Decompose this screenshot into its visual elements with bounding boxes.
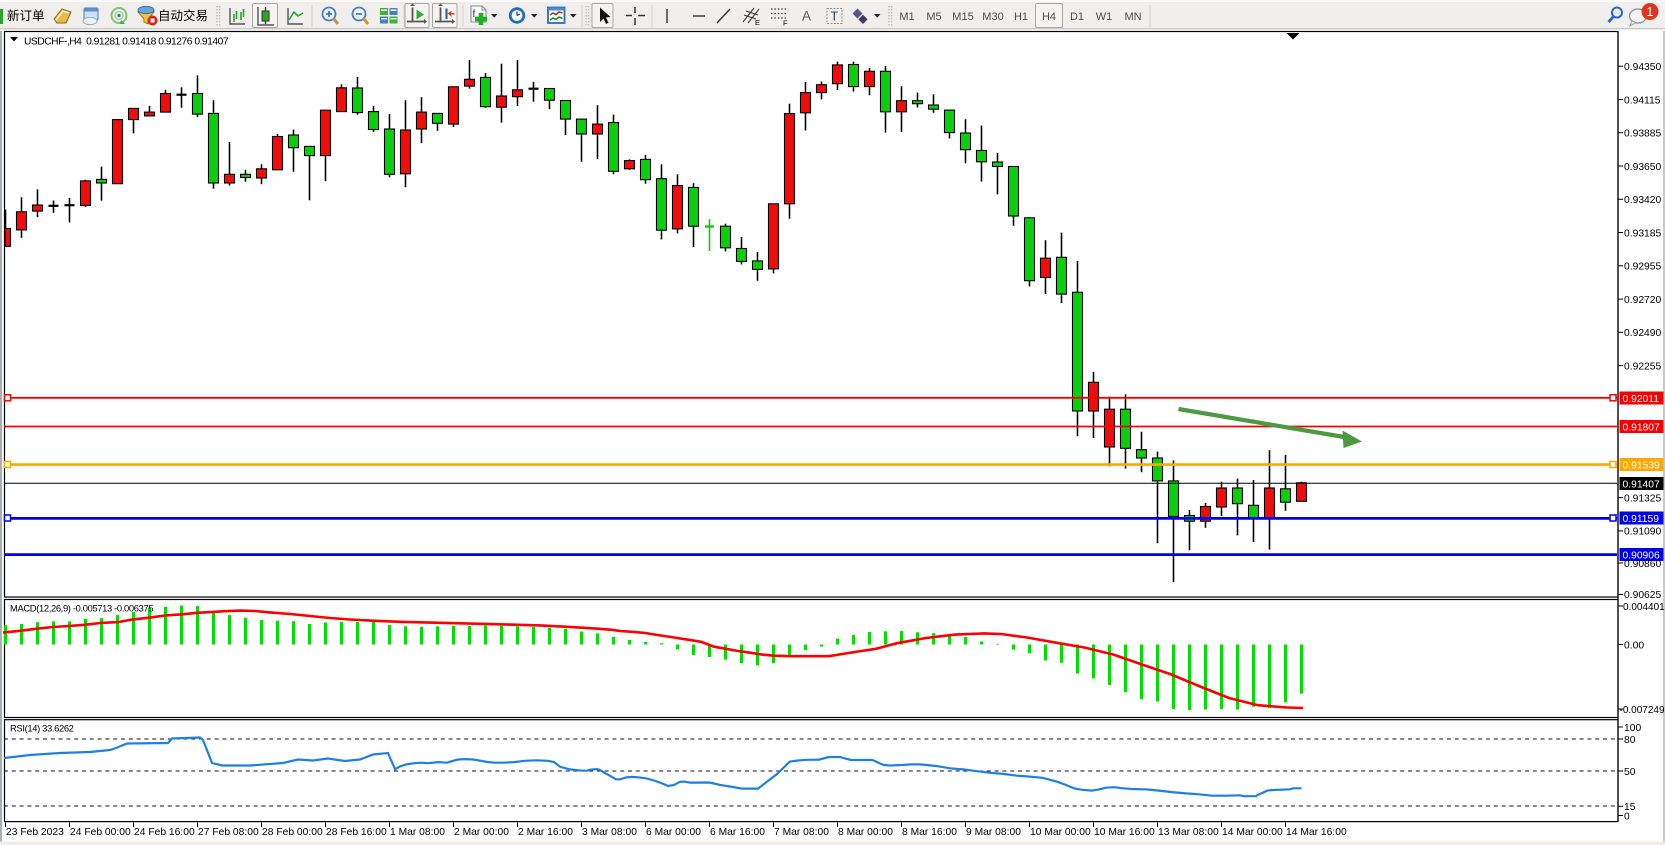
svg-text:自动交易: 自动交易	[158, 8, 208, 23]
svg-text:0.90625: 0.90625	[1624, 590, 1661, 601]
svg-text:50: 50	[1624, 767, 1636, 778]
svg-text:f: f	[473, 9, 476, 20]
svg-text:0.92490: 0.92490	[1624, 328, 1661, 339]
svg-text:28 Feb 16:00: 28 Feb 16:00	[326, 827, 387, 838]
svg-text:0.92955: 0.92955	[1624, 262, 1661, 273]
svg-text:F: F	[783, 19, 788, 28]
svg-text:0.94115: 0.94115	[1624, 95, 1661, 106]
svg-text:0.91090: 0.91090	[1624, 527, 1661, 538]
svg-text:MACD(12,26,9) -0.005713 -0.006: MACD(12,26,9) -0.005713 -0.006375	[10, 603, 153, 614]
svg-text:23 Feb 2023: 23 Feb 2023	[6, 827, 64, 838]
svg-text:8 Mar 16:00: 8 Mar 16:00	[902, 827, 957, 838]
svg-text:6 Mar 16:00: 6 Mar 16:00	[710, 827, 765, 838]
svg-text:8 Mar 00:00: 8 Mar 00:00	[838, 827, 893, 838]
svg-text:2 Mar 16:00: 2 Mar 16:00	[518, 827, 573, 838]
svg-text:T: T	[831, 10, 839, 24]
svg-text:0.94350: 0.94350	[1624, 62, 1661, 73]
svg-text:0.91807: 0.91807	[1623, 423, 1660, 434]
svg-text:H4: H4	[1042, 11, 1056, 23]
svg-text:0.92011: 0.92011	[1623, 394, 1660, 405]
svg-text:13 Mar 08:00: 13 Mar 08:00	[1158, 827, 1219, 838]
svg-text:24 Feb 16:00: 24 Feb 16:00	[134, 827, 195, 838]
svg-text:0.93185: 0.93185	[1624, 228, 1661, 239]
svg-text:E: E	[755, 18, 760, 27]
svg-text:27 Feb 08:00: 27 Feb 08:00	[198, 827, 259, 838]
svg-text:6 Mar 00:00: 6 Mar 00:00	[646, 827, 701, 838]
svg-text:24 Feb 00:00: 24 Feb 00:00	[70, 827, 131, 838]
svg-text:-0.007249: -0.007249	[1620, 705, 1665, 716]
svg-text:新订单: 新订单	[7, 8, 45, 23]
svg-text:15: 15	[1624, 802, 1636, 813]
svg-text:28 Feb 00:00: 28 Feb 00:00	[262, 827, 323, 838]
svg-text:0.92255: 0.92255	[1624, 361, 1661, 372]
svg-text:9 Mar 08:00: 9 Mar 08:00	[966, 827, 1021, 838]
svg-text:USDCHF-,H4 0.91281 0.91418 0.: USDCHF-,H4 0.91281 0.91418 0.91276 0.914…	[24, 36, 229, 47]
svg-text:MN: MN	[1124, 11, 1141, 23]
svg-text:1 Mar 08:00: 1 Mar 08:00	[390, 827, 445, 838]
svg-text:100: 100	[1624, 723, 1641, 734]
svg-text:0.91159: 0.91159	[1623, 514, 1660, 525]
svg-text:0.93420: 0.93420	[1624, 195, 1661, 206]
svg-text:0.00: 0.00	[1624, 640, 1644, 651]
svg-text:M15: M15	[952, 11, 973, 23]
svg-text:0.91539: 0.91539	[1623, 461, 1660, 472]
svg-text:0.91407: 0.91407	[1623, 480, 1660, 491]
svg-text:0.90860: 0.90860	[1624, 559, 1661, 570]
svg-text:M1: M1	[899, 11, 914, 23]
svg-text:D1: D1	[1070, 11, 1084, 23]
svg-text:0.93650: 0.93650	[1624, 162, 1661, 173]
svg-text:RSI(14) 33.6262: RSI(14) 33.6262	[10, 723, 74, 734]
svg-text:0.92720: 0.92720	[1624, 295, 1661, 306]
svg-text:10 Mar 16:00: 10 Mar 16:00	[1094, 827, 1155, 838]
svg-text:0.93885: 0.93885	[1624, 129, 1661, 140]
svg-text:14 Mar 16:00: 14 Mar 16:00	[1286, 827, 1347, 838]
svg-text:0.90906: 0.90906	[1623, 551, 1660, 562]
svg-text:0: 0	[1624, 811, 1630, 822]
svg-text:M30: M30	[982, 11, 1003, 23]
svg-text:0.91325: 0.91325	[1624, 493, 1661, 504]
svg-text:2 Mar 00:00: 2 Mar 00:00	[454, 827, 509, 838]
svg-text:10 Mar 00:00: 10 Mar 00:00	[1030, 827, 1091, 838]
svg-text:1: 1	[1647, 5, 1654, 19]
svg-text:7 Mar 08:00: 7 Mar 08:00	[774, 827, 829, 838]
svg-text:3 Mar 08:00: 3 Mar 08:00	[582, 827, 637, 838]
svg-text:80: 80	[1624, 735, 1636, 746]
svg-text:0.004401: 0.004401	[1623, 602, 1665, 613]
svg-text:H1: H1	[1014, 11, 1028, 23]
svg-text:M5: M5	[926, 11, 941, 23]
svg-text:14 Mar 00:00: 14 Mar 00:00	[1222, 827, 1283, 838]
svg-text:W1: W1	[1096, 11, 1113, 23]
svg-text:A: A	[802, 9, 811, 24]
